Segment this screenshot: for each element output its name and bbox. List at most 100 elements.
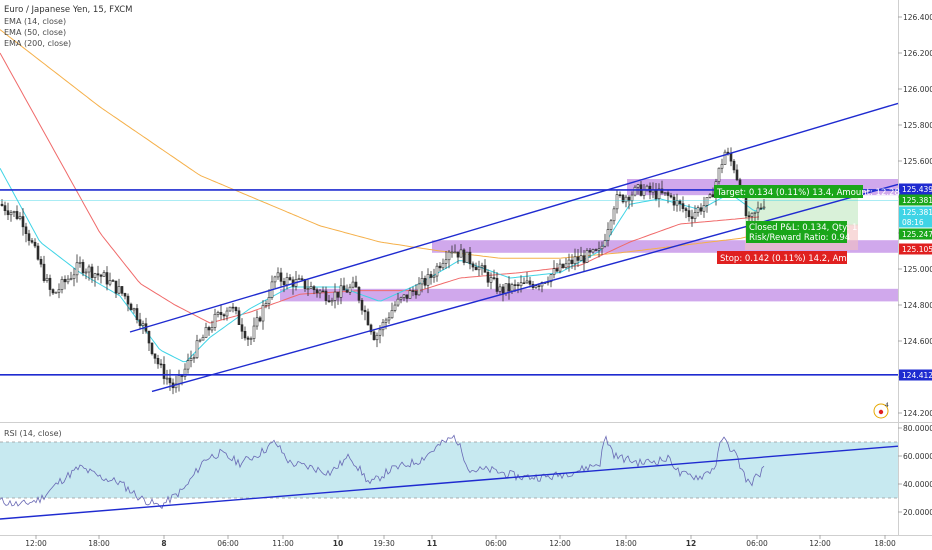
candle-body — [81, 261, 85, 274]
candle-body — [687, 210, 691, 218]
candle-body — [483, 265, 487, 273]
candle-body — [588, 250, 592, 253]
candle-body — [207, 327, 211, 331]
candle-body — [183, 368, 187, 377]
candle-body — [669, 195, 673, 198]
x-tick-label: 12:00 — [549, 539, 571, 548]
candle-body — [558, 263, 562, 272]
candle-body — [717, 167, 721, 182]
candle-body — [84, 271, 88, 274]
candle-body — [393, 304, 397, 311]
rsi-tick-label: 60.0000 — [903, 452, 932, 461]
candle-body — [390, 310, 394, 319]
candle-body — [249, 338, 253, 340]
candle-body — [189, 358, 193, 362]
x-tick-label: 8 — [161, 539, 166, 548]
candle-body — [507, 283, 511, 292]
candle-body — [273, 276, 277, 283]
time-axis: 12:00 18:00 8 06:00 11:00 10 19:30 11 06:00 12:00… — [25, 535, 896, 548]
candle-body — [342, 285, 346, 291]
price-tag — [899, 216, 932, 228]
candle-body — [702, 205, 706, 212]
y-tick-label: 126.400 — [903, 13, 932, 22]
candle-body — [648, 185, 652, 193]
candle-body — [498, 286, 502, 292]
candle-body — [615, 194, 619, 210]
pnl-label-1: Closed P&L: 0.134, Qty: 17 — [749, 223, 863, 233]
candle-body — [306, 288, 310, 290]
candle-body — [429, 274, 433, 278]
candle-body — [699, 207, 703, 212]
x-tick-label: 19:30 — [373, 539, 395, 548]
rsi-band — [0, 442, 898, 498]
candle-body — [384, 319, 388, 323]
candle-body — [441, 262, 445, 269]
rsi-line — [0, 434, 765, 510]
candle-body — [573, 256, 577, 264]
trend-lines — [0, 102, 899, 393]
candle-body — [612, 208, 616, 222]
candle-body — [27, 233, 31, 241]
candle-body — [318, 290, 322, 294]
candle-body — [231, 306, 235, 309]
candle-body — [633, 186, 637, 196]
y-tick-label: 125.000 — [903, 265, 932, 274]
candle-body — [282, 281, 286, 285]
candle-body — [606, 229, 610, 241]
candle-body — [759, 207, 763, 210]
y-tick-label: 124.800 — [903, 301, 932, 310]
candle-body — [15, 211, 19, 219]
candle-body — [366, 311, 370, 326]
price-tag-label: 125.247 — [902, 230, 932, 239]
candle-body — [750, 212, 754, 217]
target-label-box: Target: 0.134 (0.11%) 13.4, Amount: 12.2… — [714, 185, 900, 198]
candle-body — [234, 307, 238, 312]
y-tick-label: 125.600 — [903, 157, 932, 166]
y-tick-label: 126.200 — [903, 49, 932, 58]
price-tag — [899, 194, 932, 206]
candle-body — [123, 293, 127, 297]
candle-body — [411, 290, 415, 292]
candle-body — [315, 289, 319, 294]
candle-body — [351, 281, 355, 288]
legend-ema200: EMA (200, close) — [4, 39, 71, 48]
candle-body — [138, 319, 142, 326]
candle-body — [480, 265, 484, 268]
candle-body — [108, 280, 112, 285]
x-tick-label: 12 — [686, 539, 696, 548]
candle-body — [237, 310, 241, 325]
candle-body — [399, 297, 403, 300]
candle-body — [678, 200, 682, 204]
ema50-line — [0, 52, 760, 324]
candle-body — [111, 280, 115, 282]
price-tags: 125.439125.381125.38108:16125.247125.105… — [899, 183, 932, 381]
pnl-label-2: Risk/Reward Ratio: 0.94 — [749, 233, 850, 243]
x-tick-label: 12:00 — [25, 539, 47, 548]
candle-body — [12, 211, 16, 213]
candle-body — [729, 153, 733, 162]
x-tick-label: 18:00 — [615, 539, 637, 548]
x-tick-label: 06:00 — [217, 539, 239, 548]
candle-body — [708, 194, 712, 198]
candle-body — [630, 194, 634, 202]
price-tag — [899, 243, 932, 255]
x-tick-label: 18:00 — [88, 539, 110, 548]
price-tag-label: 125.439 — [902, 185, 932, 194]
x-tick-label: 11:00 — [272, 539, 294, 548]
candle-body — [486, 272, 490, 283]
candle-body — [225, 310, 229, 317]
candle-body — [762, 206, 766, 209]
candle-body — [594, 249, 598, 251]
alert-marker-icon[interactable]: 4 — [873, 402, 889, 419]
legend-rsi: RSI (14, close) — [4, 429, 62, 438]
candle-body — [444, 259, 448, 264]
candle-body — [75, 262, 79, 276]
candle-body — [132, 308, 136, 311]
candle-body — [213, 313, 217, 328]
candle-body — [705, 197, 709, 206]
candle-body — [198, 339, 202, 342]
price-tag — [899, 369, 932, 381]
candle-body — [552, 268, 556, 275]
candle-body — [579, 255, 583, 261]
price-tag — [899, 228, 932, 240]
